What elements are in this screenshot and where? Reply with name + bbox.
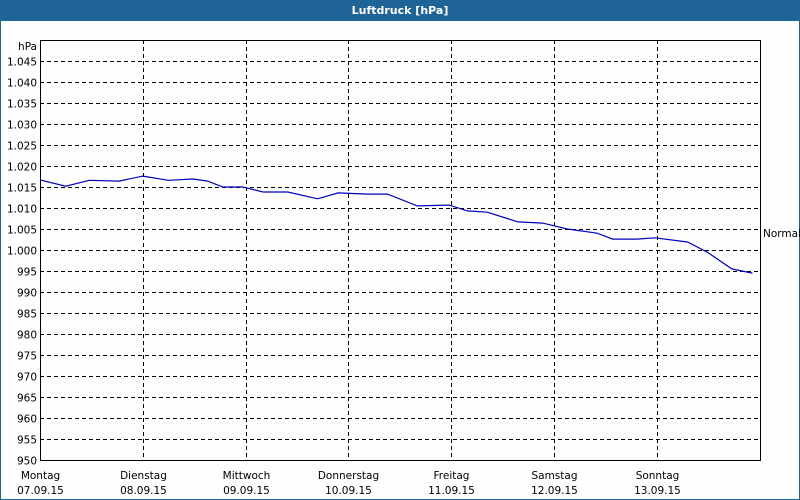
y-tick-label: 975 bbox=[17, 351, 37, 363]
x-tick-day: Freitag bbox=[434, 470, 470, 482]
x-tick-date: 09.09.15 bbox=[223, 485, 270, 497]
chart-title: Luftdruck [hPa] bbox=[0, 0, 800, 21]
y-tick-label: 970 bbox=[17, 372, 37, 384]
x-tick-date: 08.09.15 bbox=[120, 485, 167, 497]
y-tick-label: 985 bbox=[17, 309, 37, 321]
x-tick-day: Dienstag bbox=[120, 470, 167, 482]
y-tick-label: 980 bbox=[17, 330, 37, 342]
y-tick-label: 1.045 bbox=[7, 57, 37, 69]
y-tick-label: 1.040 bbox=[7, 78, 37, 90]
y-tick-label: 950 bbox=[17, 456, 37, 468]
y-tick-label: 1.005 bbox=[7, 225, 37, 237]
y-tick-label: 1.015 bbox=[7, 183, 37, 195]
y-tick-label: 1.035 bbox=[7, 99, 37, 111]
x-tick-day: Montag bbox=[21, 470, 60, 482]
x-tick-date: 07.09.15 bbox=[17, 485, 64, 497]
y-tick-label: 1.030 bbox=[7, 120, 37, 132]
y-tick-label: 1.010 bbox=[7, 204, 37, 216]
x-tick-day: Mittwoch bbox=[223, 470, 271, 482]
x-tick-day: Donnerstag bbox=[318, 470, 379, 482]
reference-label-normal: Normal bbox=[763, 228, 800, 240]
y-tick-label: 990 bbox=[17, 288, 37, 300]
pressure-line bbox=[39, 175, 753, 274]
y-tick-label: 955 bbox=[17, 435, 37, 447]
y-tick-label: 995 bbox=[17, 267, 37, 279]
x-tick-date: 13.09.15 bbox=[634, 485, 681, 497]
y-tick-label: 1.000 bbox=[7, 246, 37, 258]
y-tick-label: 960 bbox=[17, 414, 37, 426]
y-axis-unit: hPa bbox=[18, 41, 37, 53]
plot-area bbox=[40, 40, 761, 461]
x-tick-day: Samstag bbox=[531, 470, 577, 482]
y-tick-label: 1.020 bbox=[7, 162, 37, 174]
x-tick-day: Sonntag bbox=[636, 470, 680, 482]
x-tick-date: 12.09.15 bbox=[531, 485, 578, 497]
x-tick-date: 11.09.15 bbox=[428, 485, 475, 497]
y-tick-label: 1.025 bbox=[7, 141, 37, 153]
x-tick-date: 10.09.15 bbox=[325, 485, 372, 497]
y-tick-label: 965 bbox=[17, 393, 37, 405]
